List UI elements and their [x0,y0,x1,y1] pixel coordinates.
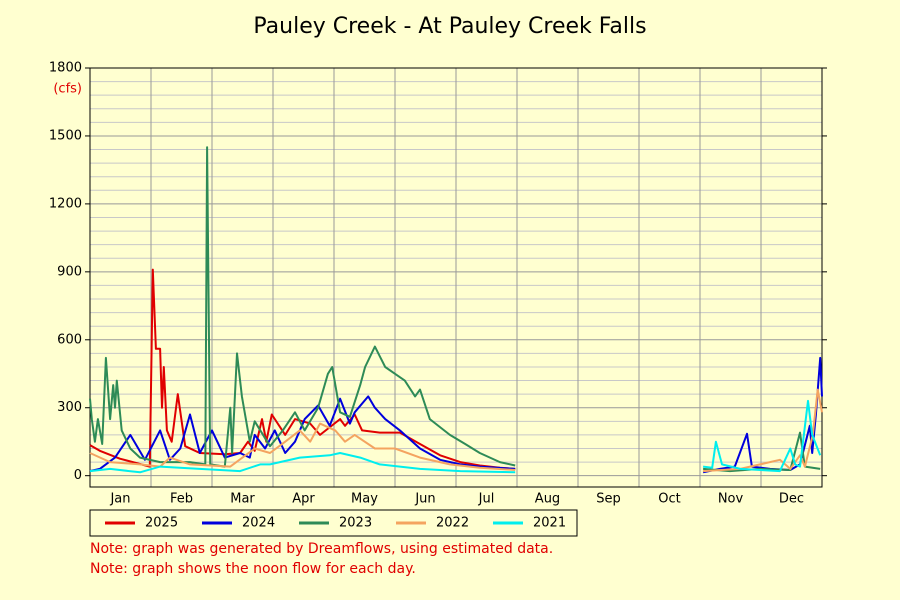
flow-line [89,268,516,470]
flow-line [89,388,823,473]
legend-label: 2021 [533,516,566,531]
x-tick-label: Sep [596,492,621,507]
x-tick-label: Aug [535,492,560,507]
legend-box [89,509,578,537]
y-tick-label: 300 [57,400,82,415]
x-tick-label: Mar [230,492,255,507]
x-tick-label: Jan [109,492,130,507]
y-tick-label: 1800 [49,61,82,76]
y-tick-label: 1200 [49,196,82,211]
legend-label: 2022 [436,516,469,531]
y-tick-label: 600 [57,332,82,347]
legend-label: 2025 [145,516,178,531]
plot-frame [89,67,823,488]
chart-title: Pauley Creek - At Pauley Creek Falls [253,14,646,39]
x-tick-label: Dec [779,492,804,507]
x-tick-label: Oct [658,492,680,507]
x-tick-label: Apr [292,492,315,507]
x-tick-label: May [351,492,378,507]
flow-line [89,399,822,474]
y-tick-label: 0 [74,468,82,483]
y-tick-label: 900 [57,264,82,279]
x-tick-label: Jun [414,492,435,507]
x-tick-label: Feb [170,492,193,507]
y-unit: (cfs) [53,82,82,97]
legend-label: 2023 [339,516,372,531]
x-tick-label: Jul [478,492,495,507]
x-tick-label: Nov [718,492,744,507]
y-tick-label: 1500 [49,128,82,143]
note: Note: graph was generated by Dreamflows,… [90,541,553,557]
legend-label: 2024 [242,516,275,531]
note: Note: graph shows the noon flow for each… [90,561,416,577]
